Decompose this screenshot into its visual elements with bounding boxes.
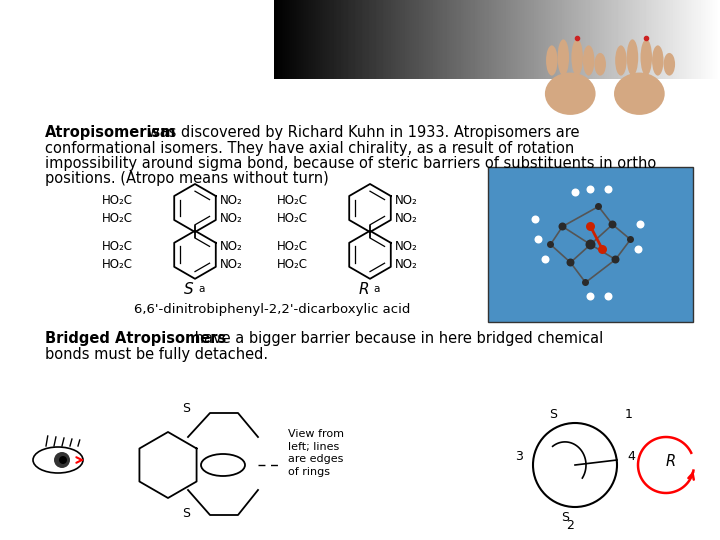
Text: a: a (373, 284, 379, 294)
Circle shape (59, 456, 67, 464)
Text: positions. (Atropo means without turn): positions. (Atropo means without turn) (45, 172, 329, 186)
Text: bonds must be fully detached.: bonds must be fully detached. (45, 347, 268, 362)
Text: S: S (549, 408, 557, 421)
Circle shape (587, 293, 595, 300)
Ellipse shape (33, 447, 83, 473)
Polygon shape (349, 184, 391, 232)
Text: View from
left; lines
are edges
of rings: View from left; lines are edges of rings (288, 429, 344, 477)
Text: NO₂: NO₂ (395, 240, 418, 253)
Bar (488, 167, 693, 322)
Ellipse shape (641, 39, 652, 76)
Text: NO₂: NO₂ (220, 193, 243, 206)
Text: Atropisomerism: Atropisomerism (45, 125, 176, 140)
Circle shape (636, 220, 644, 228)
Text: HO₂C: HO₂C (102, 193, 132, 206)
Text: HO₂C: HO₂C (276, 258, 307, 271)
Ellipse shape (664, 53, 675, 76)
Circle shape (605, 293, 613, 300)
Ellipse shape (557, 39, 569, 76)
Ellipse shape (583, 45, 595, 76)
Ellipse shape (201, 454, 245, 476)
Text: Bridged Atropisomers: Bridged Atropisomers (45, 331, 226, 346)
Text: $R$: $R$ (359, 281, 369, 297)
Text: 3: 3 (515, 450, 523, 463)
Circle shape (605, 186, 613, 193)
Text: HO₂C: HO₂C (102, 258, 132, 271)
Circle shape (567, 259, 575, 267)
Ellipse shape (652, 45, 664, 76)
Ellipse shape (626, 39, 638, 76)
Text: HO₂C: HO₂C (276, 212, 307, 225)
Circle shape (582, 279, 589, 286)
Text: was discovered by Richard Kuhn in 1933. Atropisomers are: was discovered by Richard Kuhn in 1933. … (143, 125, 580, 140)
Polygon shape (174, 231, 216, 279)
Text: impossibility around sigma bond, because of steric barriers of substituents in o: impossibility around sigma bond, because… (45, 156, 656, 171)
Circle shape (585, 240, 595, 249)
Polygon shape (140, 432, 197, 498)
Text: 4: 4 (627, 450, 635, 463)
Text: NO₂: NO₂ (395, 212, 418, 225)
Text: NO₂: NO₂ (220, 212, 243, 225)
Polygon shape (174, 184, 216, 232)
Circle shape (533, 423, 617, 507)
Text: NO₂: NO₂ (220, 258, 243, 271)
Circle shape (595, 203, 602, 210)
Text: HO₂C: HO₂C (102, 212, 132, 225)
Circle shape (598, 245, 607, 254)
Circle shape (611, 255, 619, 264)
Text: R: R (666, 454, 676, 469)
Ellipse shape (546, 45, 557, 76)
Circle shape (559, 222, 567, 231)
Text: 1: 1 (625, 408, 633, 421)
Text: 6,6'-dinitrobiphenyl-2,2'-dicarboxylic acid: 6,6'-dinitrobiphenyl-2,2'-dicarboxylic a… (135, 303, 410, 316)
Text: NO₂: NO₂ (395, 258, 418, 271)
Circle shape (534, 235, 542, 244)
Text: HO₂C: HO₂C (102, 240, 132, 253)
Text: $S$: $S$ (184, 281, 194, 297)
Ellipse shape (615, 45, 626, 76)
Text: HO₂C: HO₂C (276, 240, 307, 253)
Circle shape (54, 452, 70, 468)
Circle shape (587, 186, 595, 193)
Ellipse shape (545, 72, 595, 115)
Circle shape (634, 246, 642, 253)
Text: have a bigger barrier because in here bridged chemical: have a bigger barrier because in here br… (190, 331, 603, 346)
Ellipse shape (572, 39, 583, 76)
Polygon shape (349, 231, 391, 279)
Circle shape (608, 220, 616, 228)
Ellipse shape (595, 53, 606, 76)
Text: S: S (182, 402, 190, 415)
Text: 2: 2 (566, 519, 574, 532)
Ellipse shape (614, 72, 665, 115)
Circle shape (531, 215, 539, 224)
Text: a: a (198, 284, 204, 294)
Text: HO₂C: HO₂C (276, 193, 307, 206)
Circle shape (547, 241, 554, 248)
Text: NO₂: NO₂ (220, 240, 243, 253)
Text: S: S (561, 511, 569, 524)
Circle shape (572, 188, 580, 197)
Circle shape (627, 236, 634, 243)
Circle shape (541, 255, 549, 264)
Text: conformational isomers. They have axial chirality, as a result of rotation: conformational isomers. They have axial … (45, 140, 575, 156)
Text: NO₂: NO₂ (395, 193, 418, 206)
Text: S: S (182, 507, 190, 520)
Circle shape (586, 222, 595, 231)
